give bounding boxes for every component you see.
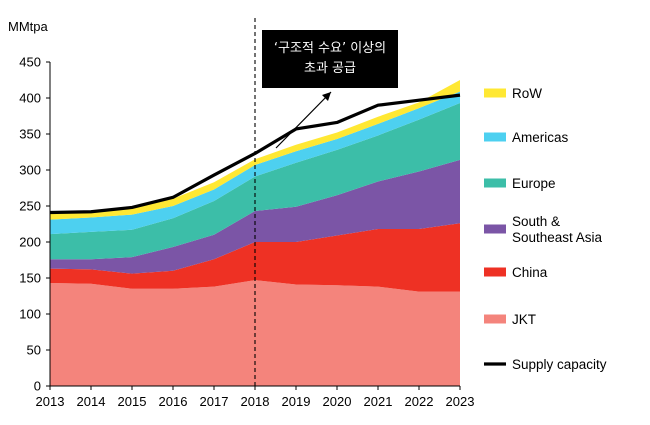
legend-swatch-south-southeast-asia — [484, 224, 506, 234]
x-tick-label: 2017 — [200, 394, 229, 409]
legend-swatch-americas — [484, 132, 506, 142]
x-tick-label: 2018 — [241, 394, 270, 409]
y-tick-label: 400 — [19, 91, 41, 106]
legend-label-americas: Americas — [512, 130, 569, 145]
legend-label-china: China — [512, 265, 548, 280]
y-tick-label: 300 — [19, 163, 41, 178]
x-tick-label: 2023 — [446, 394, 475, 409]
annotation-box — [262, 30, 398, 88]
annotation-line-2: 초과 공급 — [304, 61, 356, 76]
legend-swatch-row — [484, 88, 506, 98]
y-tick-label: 150 — [19, 271, 41, 286]
legend-label-supply-capacity: Supply capacity — [512, 357, 607, 372]
x-tick-label: 2016 — [159, 394, 188, 409]
x-tick-label: 2015 — [118, 394, 147, 409]
annotation-arrow — [275, 91, 332, 149]
annotation: ‘구조적 수요’ 이상의 초과 공급 — [262, 30, 398, 149]
y-tick-label: 100 — [19, 307, 41, 322]
axes: 0 50 100 150 200 250 300 350 400 450 2013 2014 2015 2… — [19, 55, 474, 410]
legend-label-europe: Europe — [512, 176, 556, 191]
legend-swatch-china — [484, 267, 506, 277]
y-tick-label: 0 — [34, 379, 41, 394]
y-tick-label: 350 — [19, 127, 41, 142]
x-tick-label: 2021 — [364, 394, 393, 409]
legend-label-row: RoW — [512, 86, 542, 101]
x-tick-label: 2019 — [282, 394, 311, 409]
area-americas — [50, 91, 460, 235]
y-tick-label: 200 — [19, 235, 41, 250]
legend-label-jkt: JKT — [512, 312, 536, 327]
annotation-line-1: ‘구조적 수요’ 이상의 — [274, 41, 386, 56]
legend-label-south-southeast-asia: South & Southeast Asia — [512, 214, 603, 245]
x-tick-label: 2020 — [323, 394, 352, 409]
y-tick-label: 450 — [19, 55, 41, 70]
x-tick-label: 2022 — [405, 394, 434, 409]
y-tick-label: 50 — [27, 343, 41, 358]
y-axis-unit-label: MMtpa — [8, 19, 49, 34]
x-tick-label: 2014 — [77, 394, 106, 409]
legend-swatch-europe — [484, 178, 506, 188]
annotation-arrowhead — [322, 92, 331, 101]
legend-swatch-jkt — [484, 314, 506, 324]
y-tick-label: 250 — [19, 199, 41, 214]
x-tick-label: 2013 — [36, 394, 65, 409]
legend: RoW Americas Europe South & Southeast Asia Ch… — [484, 86, 607, 372]
